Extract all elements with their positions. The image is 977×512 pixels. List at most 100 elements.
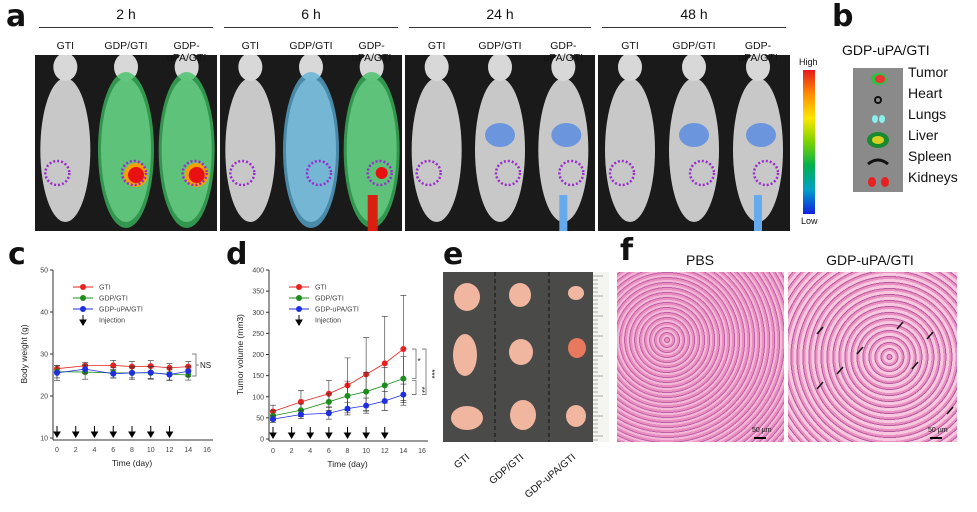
group-label: GDP-uPA/GTI — [738, 40, 778, 64]
injection-arrow-icon — [287, 427, 296, 439]
legend-injection-icon — [295, 315, 303, 326]
timepoint-divider — [602, 27, 786, 28]
data-point — [325, 410, 332, 417]
mouse — [225, 53, 276, 222]
data-point — [270, 416, 276, 423]
data-point — [344, 392, 351, 399]
y-tick-label: 350 — [252, 289, 264, 296]
legend-label: GDP/GTI — [315, 296, 344, 303]
mouse-image-svg — [411, 53, 589, 231]
mouse — [605, 53, 655, 222]
group-label: GTI — [56, 40, 75, 52]
ns-annotation: NS — [200, 361, 211, 370]
tumor-circle — [44, 159, 71, 187]
mouse-image-0 — [35, 53, 217, 231]
legend-label: GDP/GTI — [99, 296, 128, 303]
mouse-image-3 — [598, 53, 790, 231]
mouse — [158, 53, 215, 228]
legend-marker — [296, 306, 302, 312]
arrow-marker — [911, 361, 919, 370]
excised-tumor-photo — [443, 272, 609, 442]
timepoint-label: 48 h — [680, 6, 708, 22]
data-point — [110, 362, 117, 369]
legend-label: GDP-uPA/GTI — [315, 307, 359, 314]
data-point — [147, 363, 154, 370]
data-point — [166, 371, 173, 378]
data-point — [400, 391, 407, 398]
injection-arrow-icon — [71, 426, 80, 438]
legend-injection-icon — [79, 315, 87, 326]
timepoint-label: 24 h — [486, 6, 514, 22]
colorbar — [803, 70, 815, 214]
injection-arrow-icon — [343, 427, 352, 439]
organ-label-heart: Heart — [908, 85, 943, 101]
x-tick-label: 6 — [327, 448, 331, 455]
panel-label-a: a — [6, 0, 27, 34]
y-tick-label: 30 — [40, 352, 48, 359]
x-axis-label: Time (day) — [112, 458, 152, 468]
data-point — [400, 346, 407, 353]
x-tick-label: 14 — [399, 448, 407, 455]
data-point — [344, 405, 351, 412]
timepoint-label: 6 h — [301, 6, 321, 22]
y-axis-label: Tumor volume (mm3) — [235, 314, 245, 395]
organ-image — [853, 68, 903, 192]
y-tick-label: 20 — [40, 394, 48, 401]
legend-marker — [80, 306, 86, 312]
x-tick-label: 10 — [147, 447, 155, 454]
y-tick-label: 50 — [256, 415, 264, 422]
organ-label-lungs: Lungs — [908, 106, 947, 122]
x-tick-label: 14 — [184, 447, 192, 454]
legend-label: Injection — [315, 318, 341, 325]
group-label: GDP/GTI — [478, 40, 522, 52]
mouse-image-1 — [220, 53, 402, 231]
mouse — [343, 53, 400, 231]
significance-label: * — [417, 357, 420, 366]
mouse — [669, 53, 719, 222]
scale-bar-label-gdp: 50 µm — [928, 427, 948, 434]
injection-arrow-icon — [109, 426, 118, 438]
histology-image-gdp-upa-gti — [788, 272, 957, 442]
group-label: GDP-uPA/GTI — [543, 40, 584, 64]
x-tick-label: 12 — [166, 447, 174, 454]
data-point — [147, 369, 154, 376]
x-tick-label: 12 — [381, 448, 389, 455]
panel-label-d: d — [226, 237, 248, 272]
data-point — [363, 388, 370, 395]
timepoint-label: 2 h — [116, 6, 136, 22]
data-point — [363, 402, 370, 409]
tumor-circle — [305, 159, 333, 187]
panel-label-e: e — [443, 237, 464, 272]
data-point — [185, 368, 192, 375]
organ-label-kidneys: Kidneys — [908, 169, 958, 185]
y-tick-label: 300 — [252, 310, 264, 317]
y-tick-label: 50 — [40, 268, 48, 275]
scale-bar-pbs — [754, 437, 766, 439]
arrow-marker — [836, 366, 844, 375]
tumor-circle — [558, 159, 585, 187]
mouse — [40, 53, 91, 222]
legend-label: GDP-uPA/GTI — [99, 307, 143, 314]
x-tick-label: 2 — [74, 447, 78, 454]
injection-arrow-icon — [128, 426, 136, 438]
histology-title-gdp-upa-gti: GDP-uPA/GTI — [826, 252, 914, 268]
x-tick-label: 4 — [93, 447, 97, 454]
injection-arrow-icon — [146, 426, 155, 438]
tumor-circle — [752, 159, 780, 187]
injection-arrow-icon — [90, 426, 99, 438]
mouse — [538, 53, 589, 231]
group-label: GDP-uPA/GTI — [166, 40, 207, 64]
injection-arrow-icon — [380, 427, 389, 439]
x-tick-label: 16 — [203, 447, 211, 454]
mouse-image-svg — [605, 53, 783, 231]
timepoint-divider — [39, 27, 213, 28]
body-weight-chart: 10 20 30 40 50 0 2 4 6 8 10 12 14 16 Time (day) Body we… — [19, 268, 213, 468]
legend-marker — [296, 284, 302, 290]
group-label: GTI — [621, 40, 639, 52]
arrow-marker — [816, 326, 824, 335]
injection-arrow-icon — [53, 426, 61, 438]
injection-arrow-icon — [165, 426, 174, 438]
arrow-marker — [946, 406, 954, 415]
mouse — [411, 53, 462, 222]
timepoint-divider — [409, 27, 591, 28]
